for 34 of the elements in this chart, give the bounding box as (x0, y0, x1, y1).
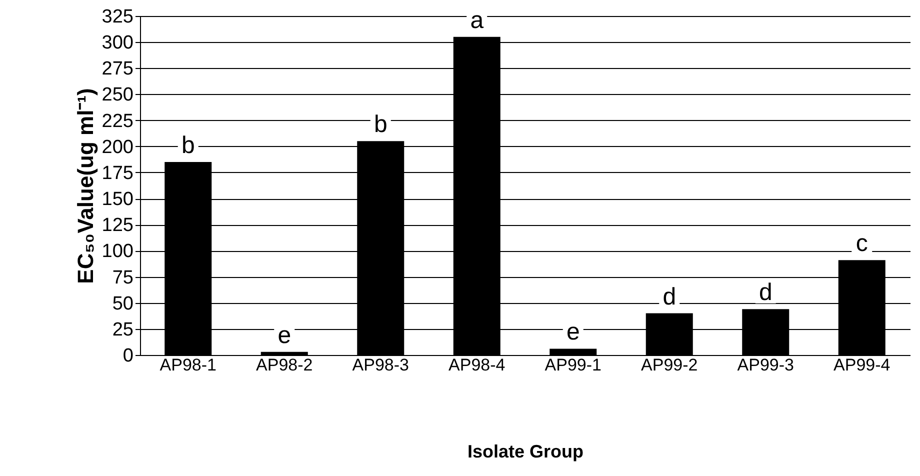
x-tick-label: AP98-2 (256, 356, 313, 374)
y-tick-label: 200 (102, 136, 134, 158)
annotation: d (662, 283, 676, 310)
y-tick-label: 100 (102, 241, 134, 262)
annotation: e (566, 318, 580, 346)
y-tick-label: 0 (122, 346, 134, 366)
annotation: b (374, 111, 388, 138)
y-tick-label: 275 (102, 58, 134, 80)
x-tick-label: AP98-1 (160, 356, 216, 374)
bar (550, 348, 597, 355)
annotation: a (470, 6, 484, 34)
x-tick-label: AP98-3 (352, 356, 409, 374)
y-tick-label: 25 (112, 319, 134, 340)
annotation: e (278, 322, 292, 349)
x-tick-label: AP99-4 (834, 356, 890, 374)
x-tick-label: AP99-2 (641, 356, 698, 374)
y-axis-title: EC₅₀Value(ug ml⁻¹) (72, 88, 98, 284)
bar (260, 352, 308, 355)
y-tick-label: 325 (102, 6, 134, 28)
x-tick-label: AP98-4 (448, 356, 506, 374)
y-tick-label: 75 (112, 267, 134, 288)
x-tick-label: AP99-1 (544, 356, 602, 374)
y-tick-label: 225 (102, 110, 134, 132)
annotation: b (181, 132, 195, 160)
y-tick-label: 125 (102, 215, 134, 236)
y-tick-label: 300 (102, 32, 134, 54)
x-tick-label: AP99-3 (737, 356, 794, 374)
annotation: d (758, 279, 772, 306)
y-tick-label: 150 (102, 189, 134, 210)
y-tick-label: 50 (112, 293, 134, 314)
y-tick-label: 175 (102, 162, 134, 184)
annotation: c (856, 230, 868, 258)
y-tick-label: 250 (102, 84, 134, 106)
x-axis-title: Isolate Group (467, 442, 584, 462)
